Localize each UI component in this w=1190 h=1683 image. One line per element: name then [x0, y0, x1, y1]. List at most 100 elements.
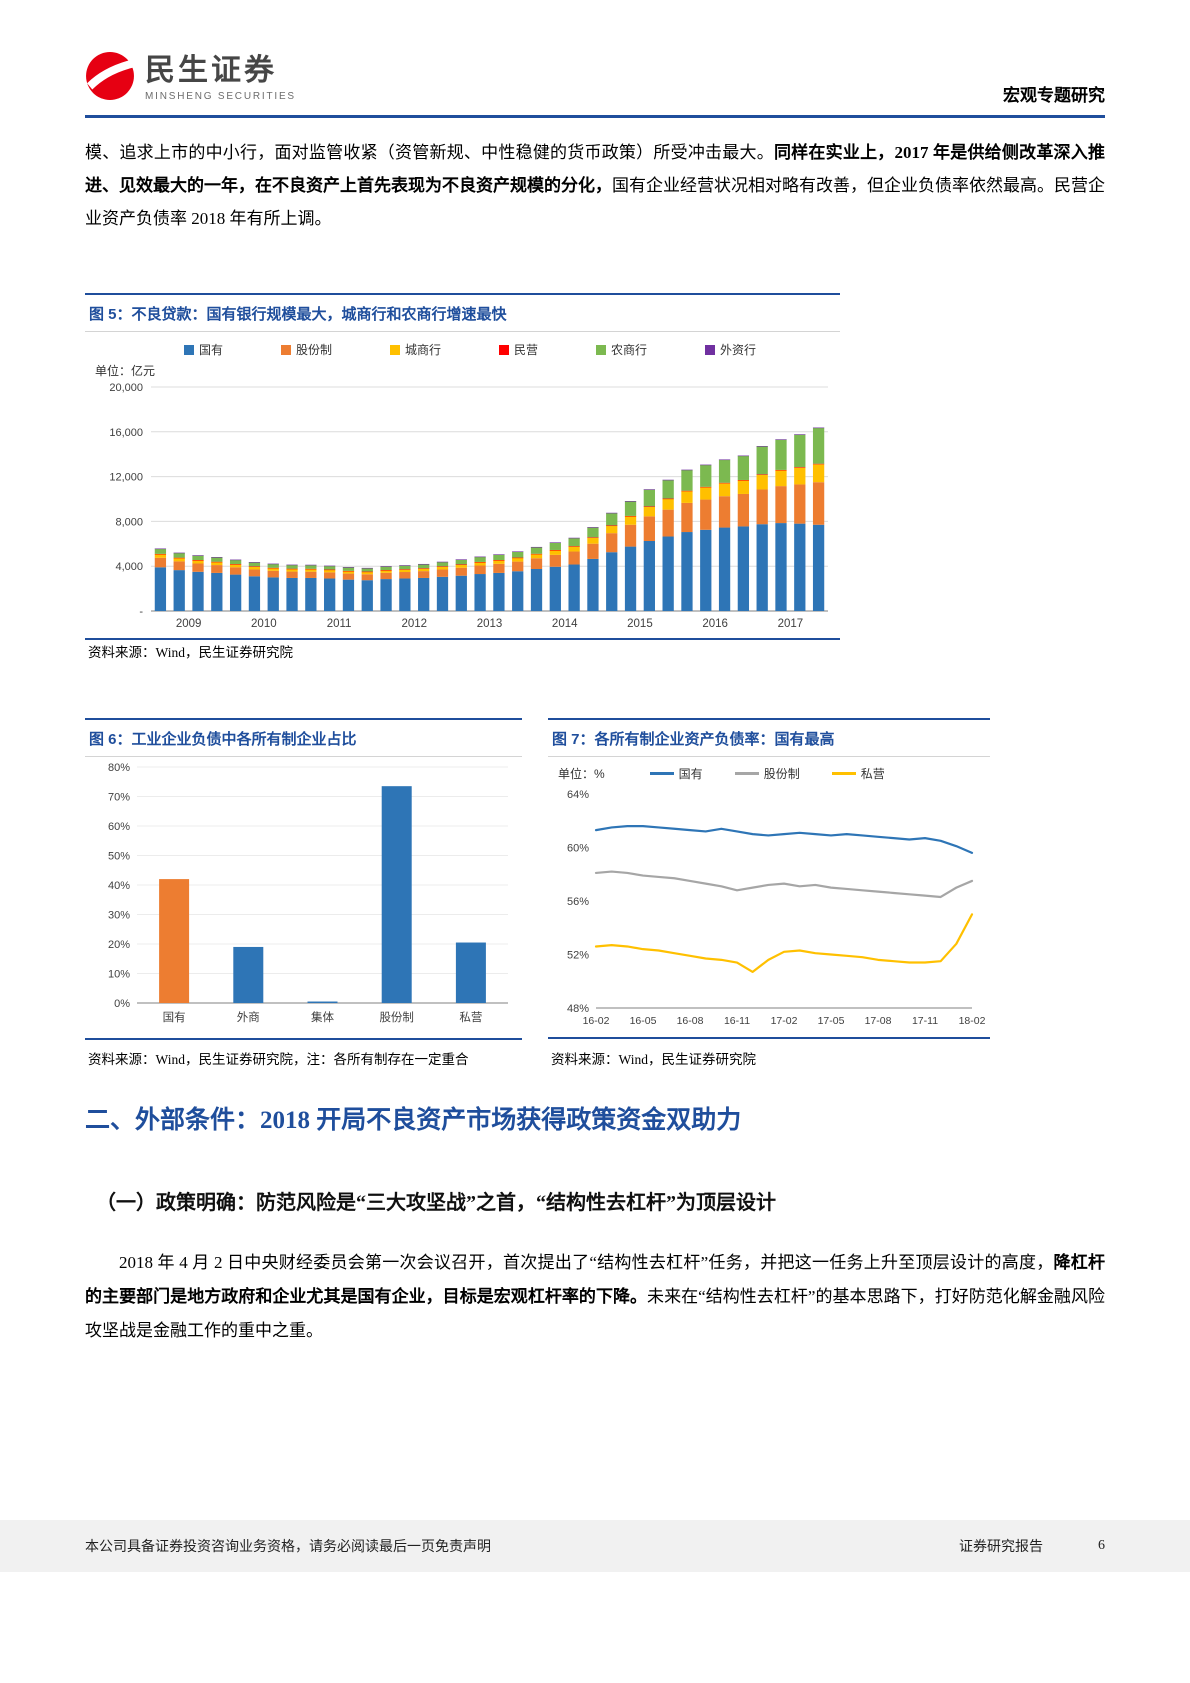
legend-label: 城商行 — [404, 343, 441, 357]
svg-text:50%: 50% — [108, 851, 130, 863]
svg-text:16-08: 16-08 — [677, 1015, 704, 1027]
legend-item: 股份制 — [734, 765, 800, 782]
svg-text:2016: 2016 — [702, 618, 728, 630]
legend-item: 城商行 — [389, 341, 441, 358]
legend-swatch — [595, 344, 606, 355]
legend-label: 股份制 — [763, 767, 800, 781]
page-number: 6 — [1098, 1538, 1105, 1553]
svg-text:70%: 70% — [108, 792, 130, 804]
footer-report-label: 证券研究报告 — [959, 1540, 1043, 1555]
page-header: 民生证券 MINSHENG SECURITIES 宏观专题研究 — [85, 42, 1105, 118]
subsection-heading: （一）政策明确：防范风险是“三大攻坚战”之首，“结构性去杠杆”为顶层设计 — [96, 1192, 776, 1214]
legend-label: 股份制 — [295, 343, 332, 357]
legend-item: 国有 — [649, 765, 703, 782]
svg-text:17-11: 17-11 — [912, 1015, 938, 1027]
legend-swatch — [280, 344, 291, 355]
svg-text:30%: 30% — [108, 910, 130, 922]
figure5-unit-label: 单位：亿元 — [95, 364, 156, 378]
svg-text:80%: 80% — [108, 762, 130, 774]
legend-label: 外资行 — [719, 343, 756, 357]
legend-label: 国有 — [198, 343, 223, 357]
report-type-label: 宏观专题研究 — [1003, 86, 1105, 105]
svg-text:2015: 2015 — [627, 618, 653, 630]
legend-item: 农商行 — [595, 341, 647, 358]
figure7-plot: 48% 52% 56% 60% 64% 16-02 16-05 16-08 16-11 17-02… — [567, 789, 986, 1027]
text-segment: 国有企业经营状况相对略有改善，但企业负债率依然最高。民营企业资产负债率 2018… — [85, 176, 1105, 228]
figure5-plot: - 4,000 8,000 12,000 16,000 20,000 2009 2010 201… — [109, 382, 828, 630]
figure6-block: 图 6：工业企业负债中各所有制企业占比 0% 10% 20% 30% 40% 50% 60%… — [85, 718, 522, 1040]
text-segment: 2018 年 4 月 2 日中央财经委员会第一次会议召开，首次提出了“结构性去杠… — [119, 1253, 1054, 1272]
figure6-plot: 0% 10% 20% 30% 40% 50% 60% 70% 80% 国有 外商 集体 股份制 私营 — [108, 762, 508, 1024]
brand-logo: 民生证券 MINSHENG SECURITIES — [85, 51, 296, 106]
svg-text:2014: 2014 — [552, 618, 578, 630]
legend-label: 民营 — [513, 343, 538, 357]
legend-swatch — [649, 772, 674, 775]
legend-swatch — [831, 772, 856, 775]
svg-text:2009: 2009 — [176, 618, 202, 630]
legend-swatch — [704, 344, 715, 355]
svg-text:40%: 40% — [108, 880, 130, 892]
svg-text:2011: 2011 — [327, 618, 352, 630]
brand-name-cn: 民生证券 — [145, 53, 277, 87]
legend-swatch — [183, 344, 194, 355]
svg-text:12,000: 12,000 — [109, 472, 143, 484]
svg-text:8,000: 8,000 — [115, 516, 143, 528]
legend-item: 股份制 — [280, 341, 332, 358]
svg-text:2013: 2013 — [477, 618, 503, 630]
text-segment-bold: 降杠杆的主要部门是地方政府和企业尤其是国有企业，目标是宏观杠杆率的下降。 — [85, 1253, 1106, 1306]
legend-label: 国有 — [678, 767, 703, 781]
svg-text:2017: 2017 — [778, 618, 804, 630]
svg-text:60%: 60% — [108, 821, 130, 833]
svg-text:20%: 20% — [108, 939, 130, 951]
section-heading: 二、外部条件：2018 开局不良资产市场获得政策资金双助力 — [85, 1107, 742, 1134]
svg-text:20,000: 20,000 — [109, 382, 143, 394]
figure7-unit-label: 单位：% — [558, 767, 605, 781]
figure5-legend: 国有 股份制 城商行 民营 农商行 外资行 — [85, 332, 840, 360]
svg-text:16-02: 16-02 — [583, 1015, 610, 1027]
figure6-source: 资料来源：Wind，民生证券研究院，注：各所有制存在一定重合 — [88, 1052, 469, 1067]
footer-disclaimer: 本公司具备证券投资咨询业务资格，请务必阅读最后一页免责声明 — [85, 1540, 491, 1555]
svg-text:外商: 外商 — [237, 1010, 260, 1024]
figure5-block: 图 5：不良贷款：国有银行规模最大，城商行和农商行增速最快 国有 股份制 城商行 民营… — [85, 293, 840, 640]
svg-text:17-08: 17-08 — [865, 1015, 892, 1027]
text-segment: 模、追求上市的中小行，面对监管收紧（资管新规、中性稳健的货币政策）所受冲击最大。 — [85, 143, 774, 162]
svg-text:2010: 2010 — [251, 618, 277, 630]
figure7-block: 图 7：各所有制企业资产负债率：国有最高 单位：% 国有 股份制 私营 48% 52%… — [548, 718, 990, 1039]
figure7-title: 图 7：各所有制企业资产负债率：国有最高 — [548, 720, 990, 757]
legend-item: 国有 — [183, 341, 223, 358]
legend-swatch — [389, 344, 400, 355]
svg-text:国有: 国有 — [163, 1010, 186, 1024]
brand-name-en: MINSHENG SECURITIES — [145, 90, 296, 102]
legend-item: 私营 — [831, 765, 885, 782]
svg-text:集体: 集体 — [311, 1010, 334, 1024]
legend-swatch — [498, 344, 509, 355]
svg-text:16,000: 16,000 — [109, 427, 143, 439]
svg-text:10%: 10% — [108, 969, 130, 981]
svg-text:股份制: 股份制 — [379, 1011, 414, 1024]
body-paragraph-2: 2018 年 4 月 2 日中央财经委员会第一次会议召开，首次提出了“结构性去杠… — [85, 1246, 1105, 1348]
legend-swatch — [734, 772, 759, 775]
svg-text:-: - — [139, 606, 143, 618]
figure6-title: 图 6：工业企业负债中各所有制企业占比 — [85, 720, 522, 757]
page-footer: 本公司具备证券投资咨询业务资格，请务必阅读最后一页免责声明 证券研究报告 6 — [0, 1520, 1190, 1572]
body-paragraph-1: 模、追求上市的中小行，面对监管收紧（资管新规、中性稳健的货币政策）所受冲击最大。… — [85, 136, 1105, 235]
legend-item: 外资行 — [704, 341, 756, 358]
svg-text:16-11: 16-11 — [724, 1015, 750, 1027]
svg-text:52%: 52% — [567, 950, 589, 962]
svg-text:17-05: 17-05 — [818, 1015, 845, 1027]
svg-text:60%: 60% — [567, 843, 589, 855]
svg-text:56%: 56% — [567, 896, 589, 908]
minsheng-logo-icon — [85, 51, 135, 106]
legend-label: 农商行 — [610, 343, 647, 357]
svg-text:4,000: 4,000 — [115, 561, 143, 573]
svg-text:私营: 私营 — [459, 1010, 482, 1024]
svg-text:0%: 0% — [114, 998, 130, 1010]
brand-text: 民生证券 MINSHENG SECURITIES — [145, 53, 296, 102]
figure7-legend-row: 单位：% 国有 股份制 私营 — [548, 757, 990, 784]
svg-text:17-02: 17-02 — [771, 1015, 798, 1027]
svg-text:64%: 64% — [567, 789, 589, 801]
figure5-title: 图 5：不良贷款：国有银行规模最大，城商行和农商行增速最快 — [85, 295, 840, 332]
text-segment: 未来在“结构性去杠杆”的基本思路下，打好防范化解金融风险攻坚战是金融工作的重中之… — [85, 1287, 1105, 1340]
svg-text:2012: 2012 — [401, 618, 427, 630]
